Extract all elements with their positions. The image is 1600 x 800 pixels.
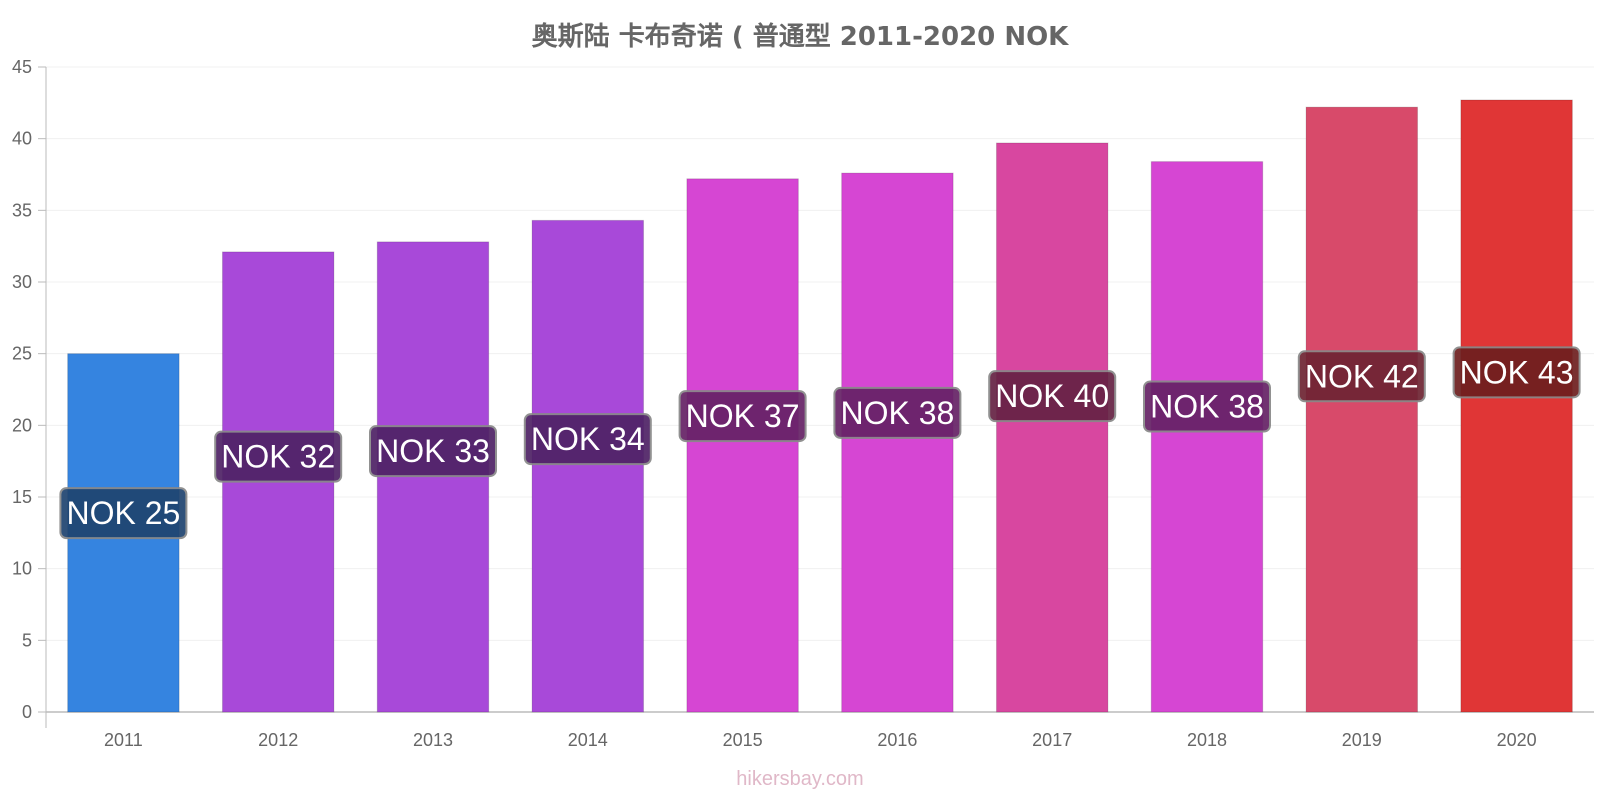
bar	[531, 219, 645, 713]
data-label: NOK 38	[1150, 389, 1264, 425]
data-label: NOK 34	[531, 421, 645, 457]
data-label: NOK 32	[221, 439, 335, 475]
y-tick-label: 35	[12, 200, 32, 220]
x-tick-label: 2014	[568, 730, 608, 750]
y-tick-label: 15	[12, 487, 32, 507]
data-label: NOK 42	[1305, 358, 1419, 394]
bar	[995, 142, 1109, 713]
data-label-box	[523, 413, 652, 466]
y-tick-label: 45	[12, 57, 32, 77]
x-tick-label: 2013	[413, 730, 453, 750]
data-label-box	[214, 430, 343, 483]
x-tick-label: 2011	[104, 730, 143, 750]
data-label: NOK 33	[376, 433, 490, 469]
data-label-box	[1452, 346, 1581, 399]
y-tick-label: 20	[12, 415, 32, 435]
bar	[1460, 99, 1573, 713]
data-label-box	[59, 487, 188, 540]
data-label: NOK 37	[686, 398, 800, 434]
y-tick-label: 25	[12, 344, 32, 364]
watermark-footer: hikersbay.com	[736, 768, 864, 790]
data-label-box	[988, 370, 1117, 423]
data-label-box	[678, 390, 807, 443]
x-tick-label: 2012	[258, 730, 298, 750]
data-label: NOK 40	[995, 378, 1109, 414]
chart-title: 奥斯陆 卡布奇诺 ( 普通型 2011-2020 NOK	[531, 22, 1069, 52]
x-tick-label: 2015	[723, 730, 763, 750]
x-tick-label: 2017	[1032, 730, 1072, 750]
x-tick-label: 2016	[877, 730, 917, 750]
y-tick-label: 40	[12, 129, 32, 149]
x-tick-label: 2019	[1342, 730, 1382, 750]
data-label: NOK 25	[66, 495, 180, 531]
bar	[841, 172, 954, 713]
data-label-box	[1143, 380, 1271, 433]
data-label-box	[1297, 350, 1426, 403]
y-tick-label: 5	[22, 630, 32, 650]
x-tick-label: 2018	[1187, 730, 1227, 750]
data-label: NOK 38	[840, 395, 954, 431]
data-label: NOK 43	[1460, 354, 1574, 390]
bar	[1150, 161, 1264, 713]
data-label-box	[369, 425, 497, 478]
bar	[1305, 106, 1419, 713]
y-tick-label: 10	[12, 559, 32, 579]
data-label-box	[833, 386, 962, 439]
x-tick-label: 2020	[1497, 730, 1537, 750]
y-tick-label: 0	[22, 702, 32, 722]
y-tick-label: 30	[12, 272, 32, 292]
bar	[686, 178, 799, 713]
